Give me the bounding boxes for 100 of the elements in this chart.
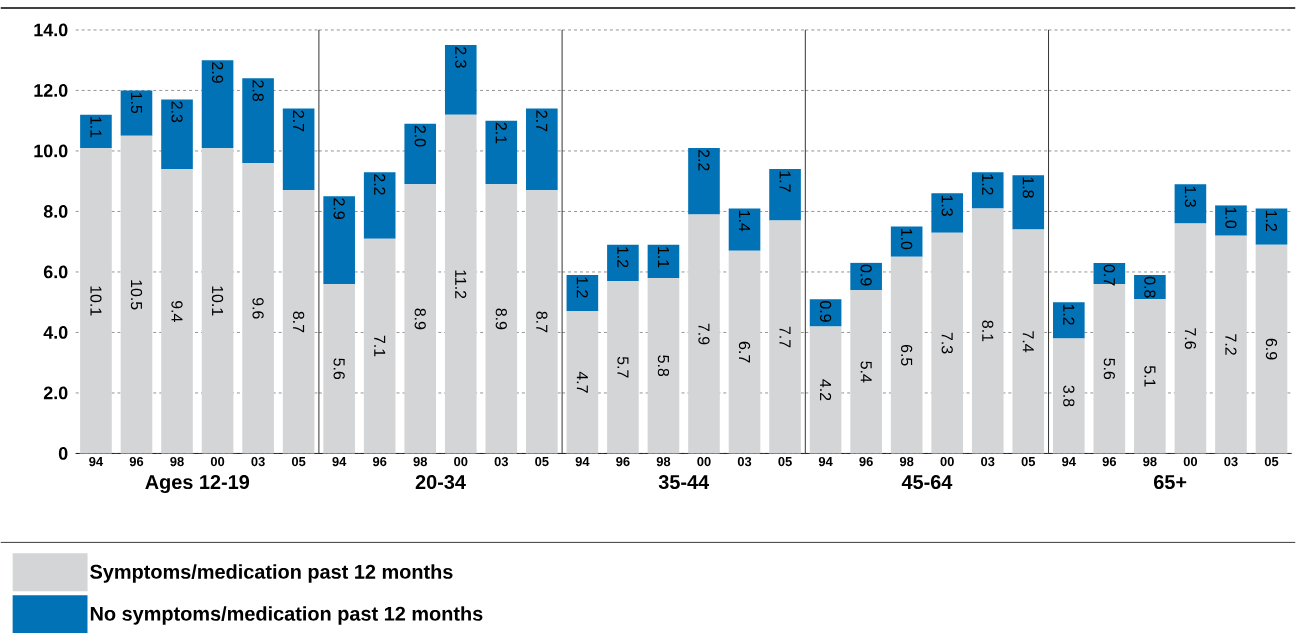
bar: [1174, 184, 1207, 224]
bar: [1012, 229, 1045, 454]
x-axis-title: Ages 12-19: [145, 474, 250, 494]
x-tick-label: 05: [535, 456, 549, 467]
bar: [647, 277, 680, 454]
bar: [850, 262, 882, 291]
bar: [688, 214, 720, 454]
bar: [404, 184, 437, 454]
data-label: 2.3: [171, 101, 183, 123]
bar: [80, 147, 112, 454]
bar: [1215, 235, 1247, 454]
data-label: 7.9: [698, 323, 710, 345]
data-label: 0.7: [1103, 264, 1115, 286]
x-tick-label: 03: [981, 456, 995, 467]
data-label: 10.1: [90, 286, 102, 316]
data-label: 1.2: [617, 247, 629, 268]
x-tick-label: 96: [372, 456, 387, 467]
bar: [566, 311, 599, 454]
y-tick-label: 2.0: [43, 386, 68, 400]
bar: [444, 45, 477, 115]
bar: [363, 172, 396, 239]
data-label: 8.7: [292, 311, 305, 333]
bar: [161, 169, 193, 454]
bar: [161, 99, 193, 170]
x-axis-title: 20-34: [415, 474, 466, 490]
x-tick-label: 00: [940, 456, 954, 467]
x-tick-label: 98: [1143, 456, 1157, 467]
bar: [120, 90, 153, 136]
bar: [1134, 299, 1166, 454]
data-label: 1.2: [1265, 210, 1278, 231]
bar: [728, 208, 761, 251]
bar: [769, 169, 801, 221]
data-label: 2.9: [333, 198, 345, 219]
x-tick-label: 96: [1102, 456, 1117, 467]
bar: [80, 114, 112, 148]
data-label: 8.7: [536, 311, 548, 333]
bar: [931, 193, 964, 233]
data-label: 2.1: [495, 122, 507, 144]
bar: [1053, 302, 1085, 339]
y-tick-label: 14.0: [34, 23, 68, 37]
data-label: 8.9: [414, 308, 426, 330]
data-label: 1.5: [130, 92, 143, 114]
legend-label: No symptoms/medication past 12 months: [90, 606, 483, 625]
data-label: 7.4: [1022, 331, 1034, 353]
data-label: 0.9: [819, 300, 832, 322]
data-label: 7.1: [374, 335, 386, 357]
data-label: 1.4: [739, 210, 750, 232]
x-tick-label: 00: [1183, 456, 1198, 467]
bar: [931, 232, 964, 454]
data-label: 5.8: [657, 355, 670, 377]
x-axis-title: 45-64: [901, 474, 953, 490]
data-label: 4.7: [576, 371, 588, 393]
bar: [1053, 338, 1085, 454]
bar: [1255, 244, 1288, 454]
data-label: 1.8: [1022, 177, 1034, 198]
x-tick-label: 98: [170, 456, 184, 467]
bar: [444, 114, 477, 454]
x-tick-label: 96: [859, 456, 873, 467]
bar: [809, 326, 842, 454]
x-tick-label: 94: [575, 456, 590, 467]
data-label: 7.3: [941, 332, 953, 354]
x-tick-label: 03: [737, 456, 752, 467]
bar: [485, 120, 518, 185]
x-tick-label: 00: [697, 456, 711, 467]
data-label: 10.5: [130, 280, 143, 310]
data-label: 1.0: [901, 228, 913, 250]
bar: [971, 208, 1004, 454]
data-label: 8.1: [982, 320, 994, 342]
data-label: 1.0: [1225, 207, 1237, 229]
bar: [971, 172, 1004, 209]
data-label: 5.1: [1144, 365, 1156, 387]
bar: [890, 226, 923, 257]
bar: [1255, 208, 1288, 245]
bar: [526, 108, 558, 191]
bar: [607, 280, 639, 454]
bar: [201, 147, 234, 454]
data-label: 5.6: [333, 358, 345, 380]
data-label: 7.7: [779, 326, 791, 348]
y-tick-label: 8.0: [43, 205, 68, 218]
y-tick-label: 12.0: [34, 84, 68, 97]
x-tick-label: 94: [89, 456, 104, 467]
data-label: 2.7: [536, 110, 548, 132]
data-label: 1.1: [90, 117, 102, 138]
x-tick-label: 98: [656, 456, 671, 467]
data-label: 1.7: [779, 171, 791, 192]
data-label: 1.2: [576, 277, 588, 298]
bar: [201, 60, 234, 148]
x-tick-label: 94: [332, 456, 347, 467]
data-label: 2.2: [374, 174, 386, 195]
bar: [323, 284, 355, 454]
bar: [242, 163, 274, 454]
data-label: 8.9: [495, 308, 507, 330]
data-label: 6.7: [738, 341, 751, 363]
data-label: 1.1: [657, 247, 669, 268]
x-tick-label: 05: [1264, 456, 1279, 467]
data-label: 6.5: [901, 344, 913, 366]
y-tick-label: 6.0: [43, 265, 68, 279]
bar: [323, 196, 355, 285]
bar: [769, 220, 801, 454]
bar: [526, 190, 558, 454]
